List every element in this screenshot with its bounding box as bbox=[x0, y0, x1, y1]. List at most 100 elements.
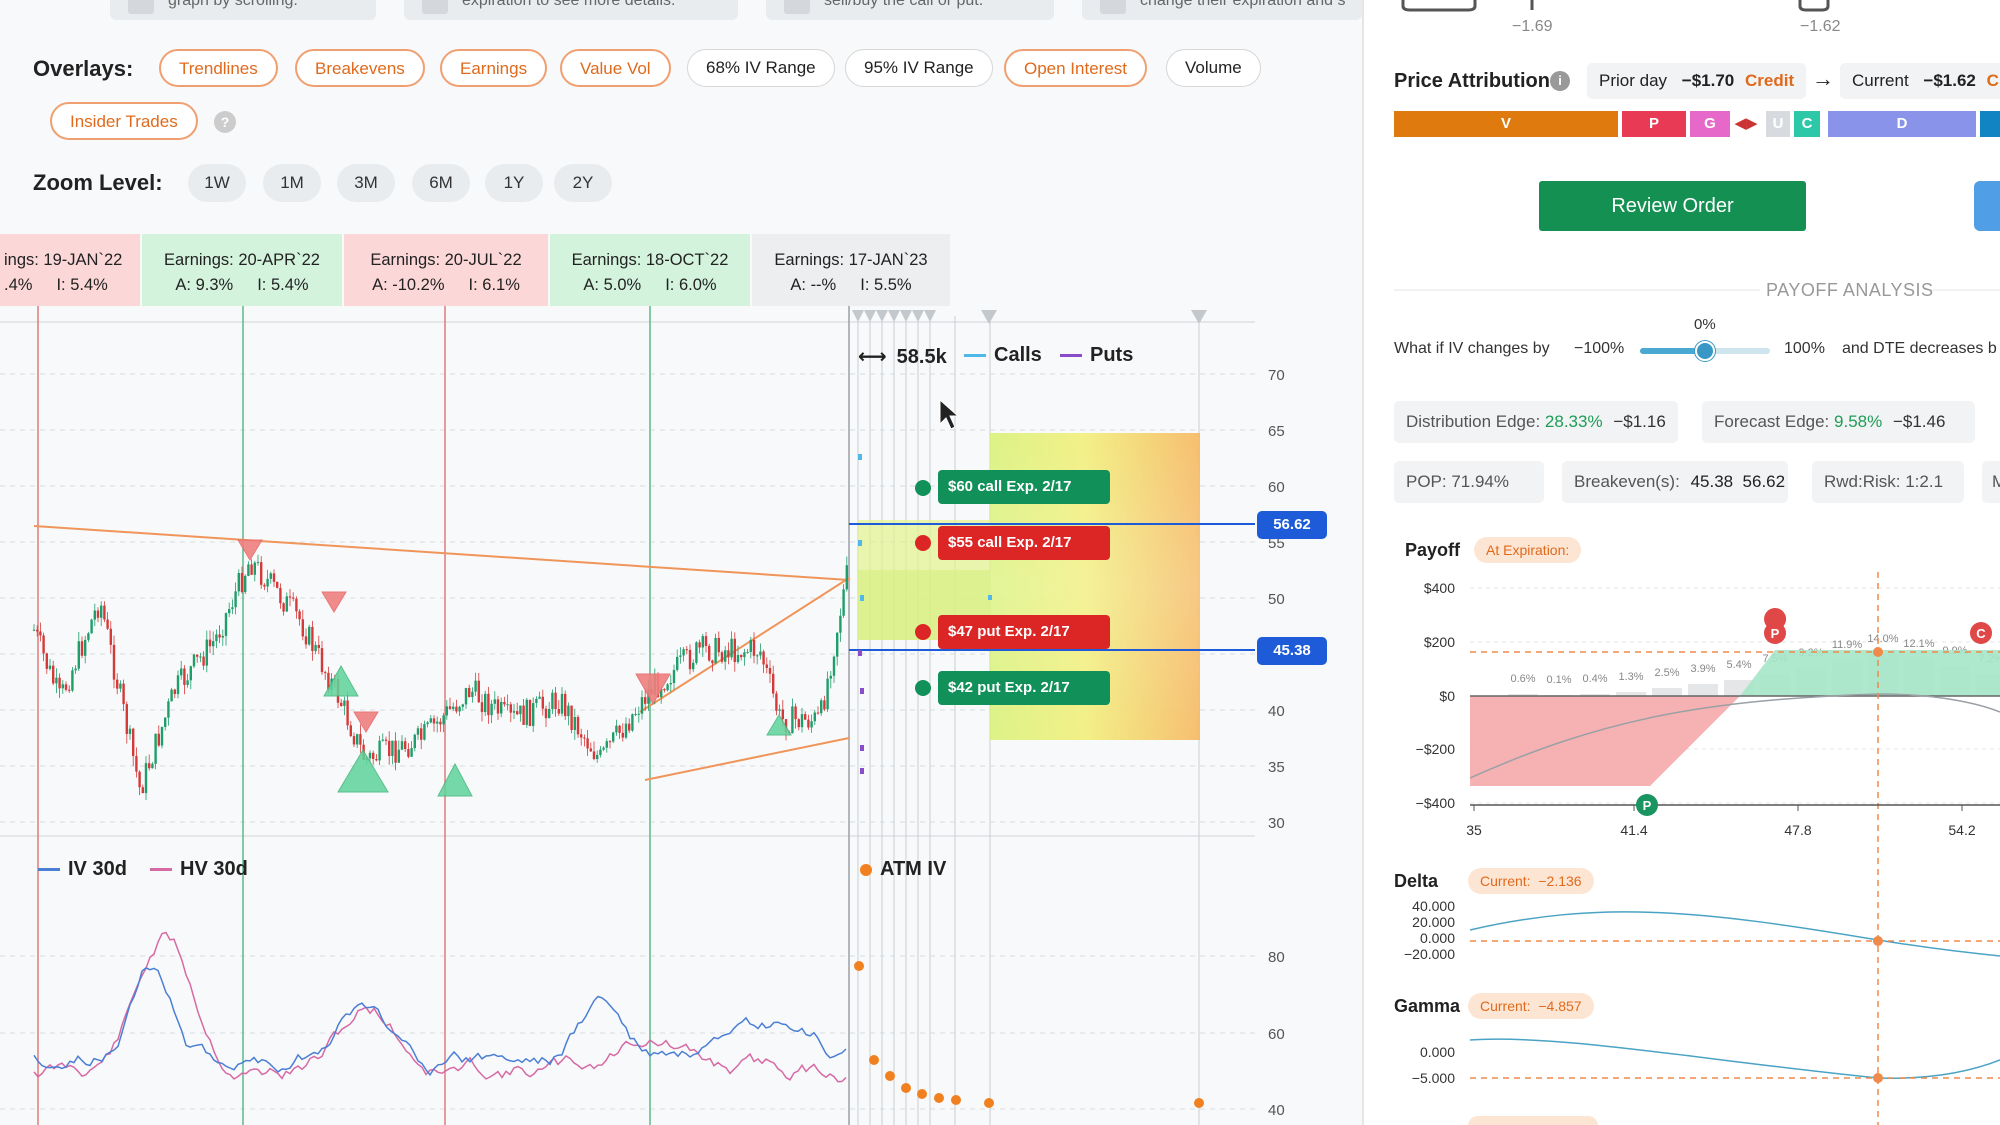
candle-body bbox=[538, 696, 541, 699]
candle-body bbox=[493, 699, 496, 704]
candle-body bbox=[455, 706, 458, 712]
candle-body bbox=[698, 642, 701, 648]
overlay-open-interest-toggle[interactable]: Open Interest bbox=[1004, 49, 1148, 87]
candle-body bbox=[388, 740, 391, 756]
long-leg-dot[interactable] bbox=[915, 680, 931, 696]
dte-prefix: and DTE decreases b bbox=[1842, 340, 1997, 357]
payoff-y-tick: $0 bbox=[1439, 688, 1455, 704]
candle-body bbox=[340, 702, 343, 706]
candle-body bbox=[391, 740, 394, 756]
overlay-volume-toggle[interactable]: Volume bbox=[1166, 49, 1261, 87]
candle-body bbox=[343, 700, 346, 706]
short-leg-dot[interactable] bbox=[915, 535, 931, 551]
earnings-card[interactable]: Earnings: 20-JUL`22 A: -10.2% I: 6.1% bbox=[344, 234, 548, 306]
candle-body bbox=[471, 691, 474, 698]
overlay-breakevens-toggle[interactable]: Breakevens bbox=[295, 49, 425, 87]
candle-body bbox=[260, 562, 263, 585]
at-expiration-badge[interactable]: At Expiration: bbox=[1474, 537, 1582, 563]
overlay-earnings-toggle[interactable]: Earnings bbox=[440, 49, 548, 87]
zoom-1w-button[interactable]: 1W bbox=[188, 164, 246, 202]
overlay-insider-trades-toggle[interactable]: Insider Trades bbox=[50, 102, 198, 140]
zoom-level-label: Zoom Level: bbox=[33, 170, 163, 195]
candle-body bbox=[724, 650, 727, 662]
candle-body bbox=[804, 714, 807, 720]
earnings-implied: I: 6.0% bbox=[665, 276, 717, 294]
option-leg-60-call[interactable]: $60 call Exp. 2/17 bbox=[938, 470, 1110, 504]
candle-body bbox=[237, 573, 240, 592]
candle-body bbox=[634, 713, 637, 715]
candle-body bbox=[138, 771, 141, 788]
candle-body bbox=[768, 667, 772, 674]
option-leg-47-put[interactable]: $47 put Exp. 2/17 bbox=[938, 615, 1110, 649]
candle-body bbox=[800, 714, 804, 728]
overlay-value-vol-toggle[interactable]: Value Vol bbox=[560, 49, 671, 87]
candle-body bbox=[762, 651, 765, 665]
earnings-date: Earnings: 20-JUL`22 bbox=[370, 251, 522, 269]
overlay-68-iv-range-toggle[interactable]: 68% IV Range bbox=[687, 49, 835, 87]
candle-body bbox=[842, 589, 845, 616]
iv-change-slider[interactable] bbox=[1640, 341, 1770, 361]
candle-body bbox=[269, 573, 272, 579]
payoff-y-tick: $200 bbox=[1424, 634, 1455, 650]
earnings-card[interactable]: Earnings: 17-JAN`23 A: --% I: 5.5% bbox=[752, 234, 950, 306]
payoff-analysis-heading: PAYOFF ANALYSIS bbox=[1766, 280, 1934, 300]
info-icon[interactable]: i bbox=[1550, 71, 1570, 91]
candle-body bbox=[701, 636, 704, 648]
attribution-delta-segment[interactable]: D bbox=[1828, 111, 1976, 137]
short-put-marker[interactable]: P bbox=[1764, 608, 1787, 644]
overlay-trendlines-toggle[interactable]: Trendlines bbox=[159, 49, 278, 87]
candle-body bbox=[759, 651, 762, 656]
attribution-vega-segment[interactable]: V bbox=[1394, 111, 1618, 137]
iv-30d-line bbox=[33, 967, 847, 1077]
share-button[interactable] bbox=[1974, 181, 2000, 231]
attribution-c-segment[interactable]: C bbox=[1794, 111, 1820, 137]
short-leg-dot[interactable] bbox=[915, 624, 931, 640]
attribution-gamma-segment[interactable]: G bbox=[1690, 111, 1730, 137]
candle-body bbox=[116, 679, 119, 689]
forecast-edge-value: −$1.46 bbox=[1892, 412, 1946, 431]
prior-day-chip: Prior day −$1.70 Credit bbox=[1587, 63, 1807, 99]
earnings-card[interactable]: ings: 19-JAN`22 .4% I: 5.4% bbox=[0, 234, 140, 306]
candle-body bbox=[448, 706, 452, 709]
candle-body bbox=[551, 692, 554, 709]
hint-text: graph by scrolling. bbox=[168, 0, 298, 9]
option-leg-42-put[interactable]: $42 put Exp. 2/17 bbox=[938, 671, 1110, 705]
candle-body bbox=[541, 696, 544, 709]
attribution-theta-segment[interactable] bbox=[1980, 111, 2000, 137]
zoom-1y-button[interactable]: 1Y bbox=[485, 164, 543, 202]
candle-body bbox=[224, 613, 228, 636]
iv-slider-handle[interactable] bbox=[1695, 341, 1715, 361]
help-icon[interactable]: ? bbox=[214, 111, 236, 133]
earnings-card[interactable]: Earnings: 20-APR`22 A: 9.3% I: 5.4% bbox=[142, 234, 342, 306]
option-leg-55-call[interactable]: $55 call Exp. 2/17 bbox=[938, 526, 1110, 560]
candle-body bbox=[77, 641, 80, 669]
long-put-marker[interactable]: P bbox=[1636, 794, 1658, 816]
width-arrows-icon: ⟷ bbox=[858, 346, 887, 368]
candle-body bbox=[173, 689, 176, 695]
probability-bar bbox=[1508, 694, 1538, 696]
short-call-marker[interactable]: C bbox=[1970, 622, 1992, 644]
candle-body bbox=[592, 751, 596, 760]
candle-body bbox=[522, 705, 525, 725]
candle-body bbox=[704, 636, 708, 646]
hint-card: graph by scrolling. bbox=[110, 0, 376, 20]
zoom-6m-button[interactable]: 6M bbox=[412, 164, 470, 202]
zoom-1m-button[interactable]: 1M bbox=[263, 164, 321, 202]
zoom-3m-button[interactable]: 3M bbox=[337, 164, 395, 202]
earnings-card[interactable]: Earnings: 18-OCT`22 A: 5.0% I: 6.0% bbox=[550, 234, 750, 306]
candle-body bbox=[711, 660, 714, 664]
zoom-2y-button[interactable]: 2Y bbox=[554, 164, 612, 202]
attribution-price-segment[interactable]: P bbox=[1622, 111, 1686, 137]
attribution-u-segment[interactable]: U bbox=[1766, 111, 1790, 137]
probability-label: 14.0% bbox=[1867, 633, 1898, 645]
overlay-95-iv-range-toggle[interactable]: 95% IV Range bbox=[845, 49, 993, 87]
candle-body bbox=[122, 683, 125, 705]
candle-body bbox=[368, 752, 372, 759]
long-leg-dot[interactable] bbox=[915, 480, 931, 496]
review-order-button[interactable]: Review Order bbox=[1539, 181, 1806, 231]
candle-body bbox=[525, 699, 528, 725]
candle-body bbox=[839, 615, 842, 633]
marker-letter: C bbox=[1976, 626, 1986, 641]
current-label: Current bbox=[1852, 71, 1909, 90]
